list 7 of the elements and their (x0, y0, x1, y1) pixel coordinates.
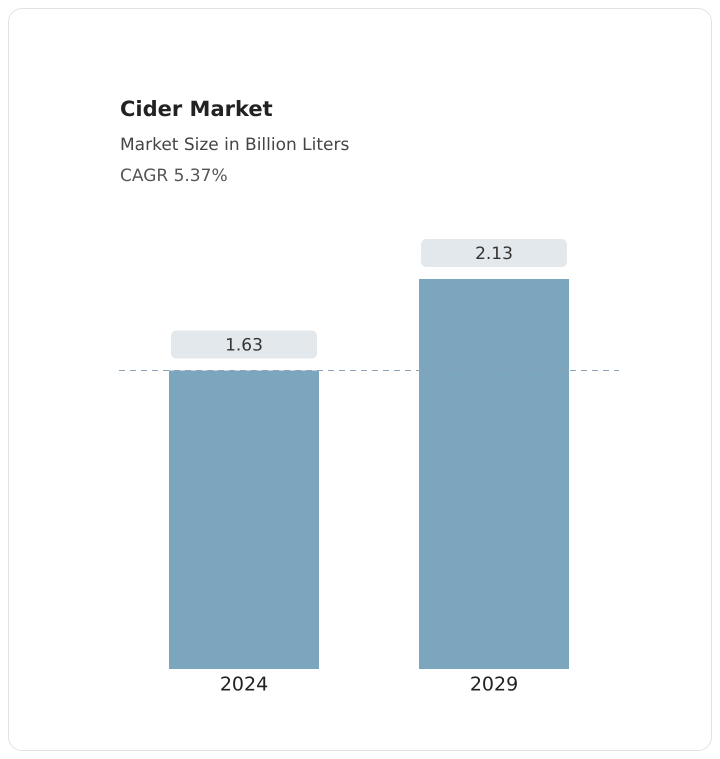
x-tick-label: 2029 (470, 673, 518, 696)
data-label: 1.63 (225, 336, 263, 356)
chart-subtitle: Market Size in Billion Liters (120, 135, 350, 155)
data-label: 2.13 (475, 244, 513, 264)
chart-title: Cider Market (120, 97, 273, 121)
text: CAGR 5.37% (120, 166, 228, 186)
x-tick-label: 2024 (220, 673, 268, 696)
